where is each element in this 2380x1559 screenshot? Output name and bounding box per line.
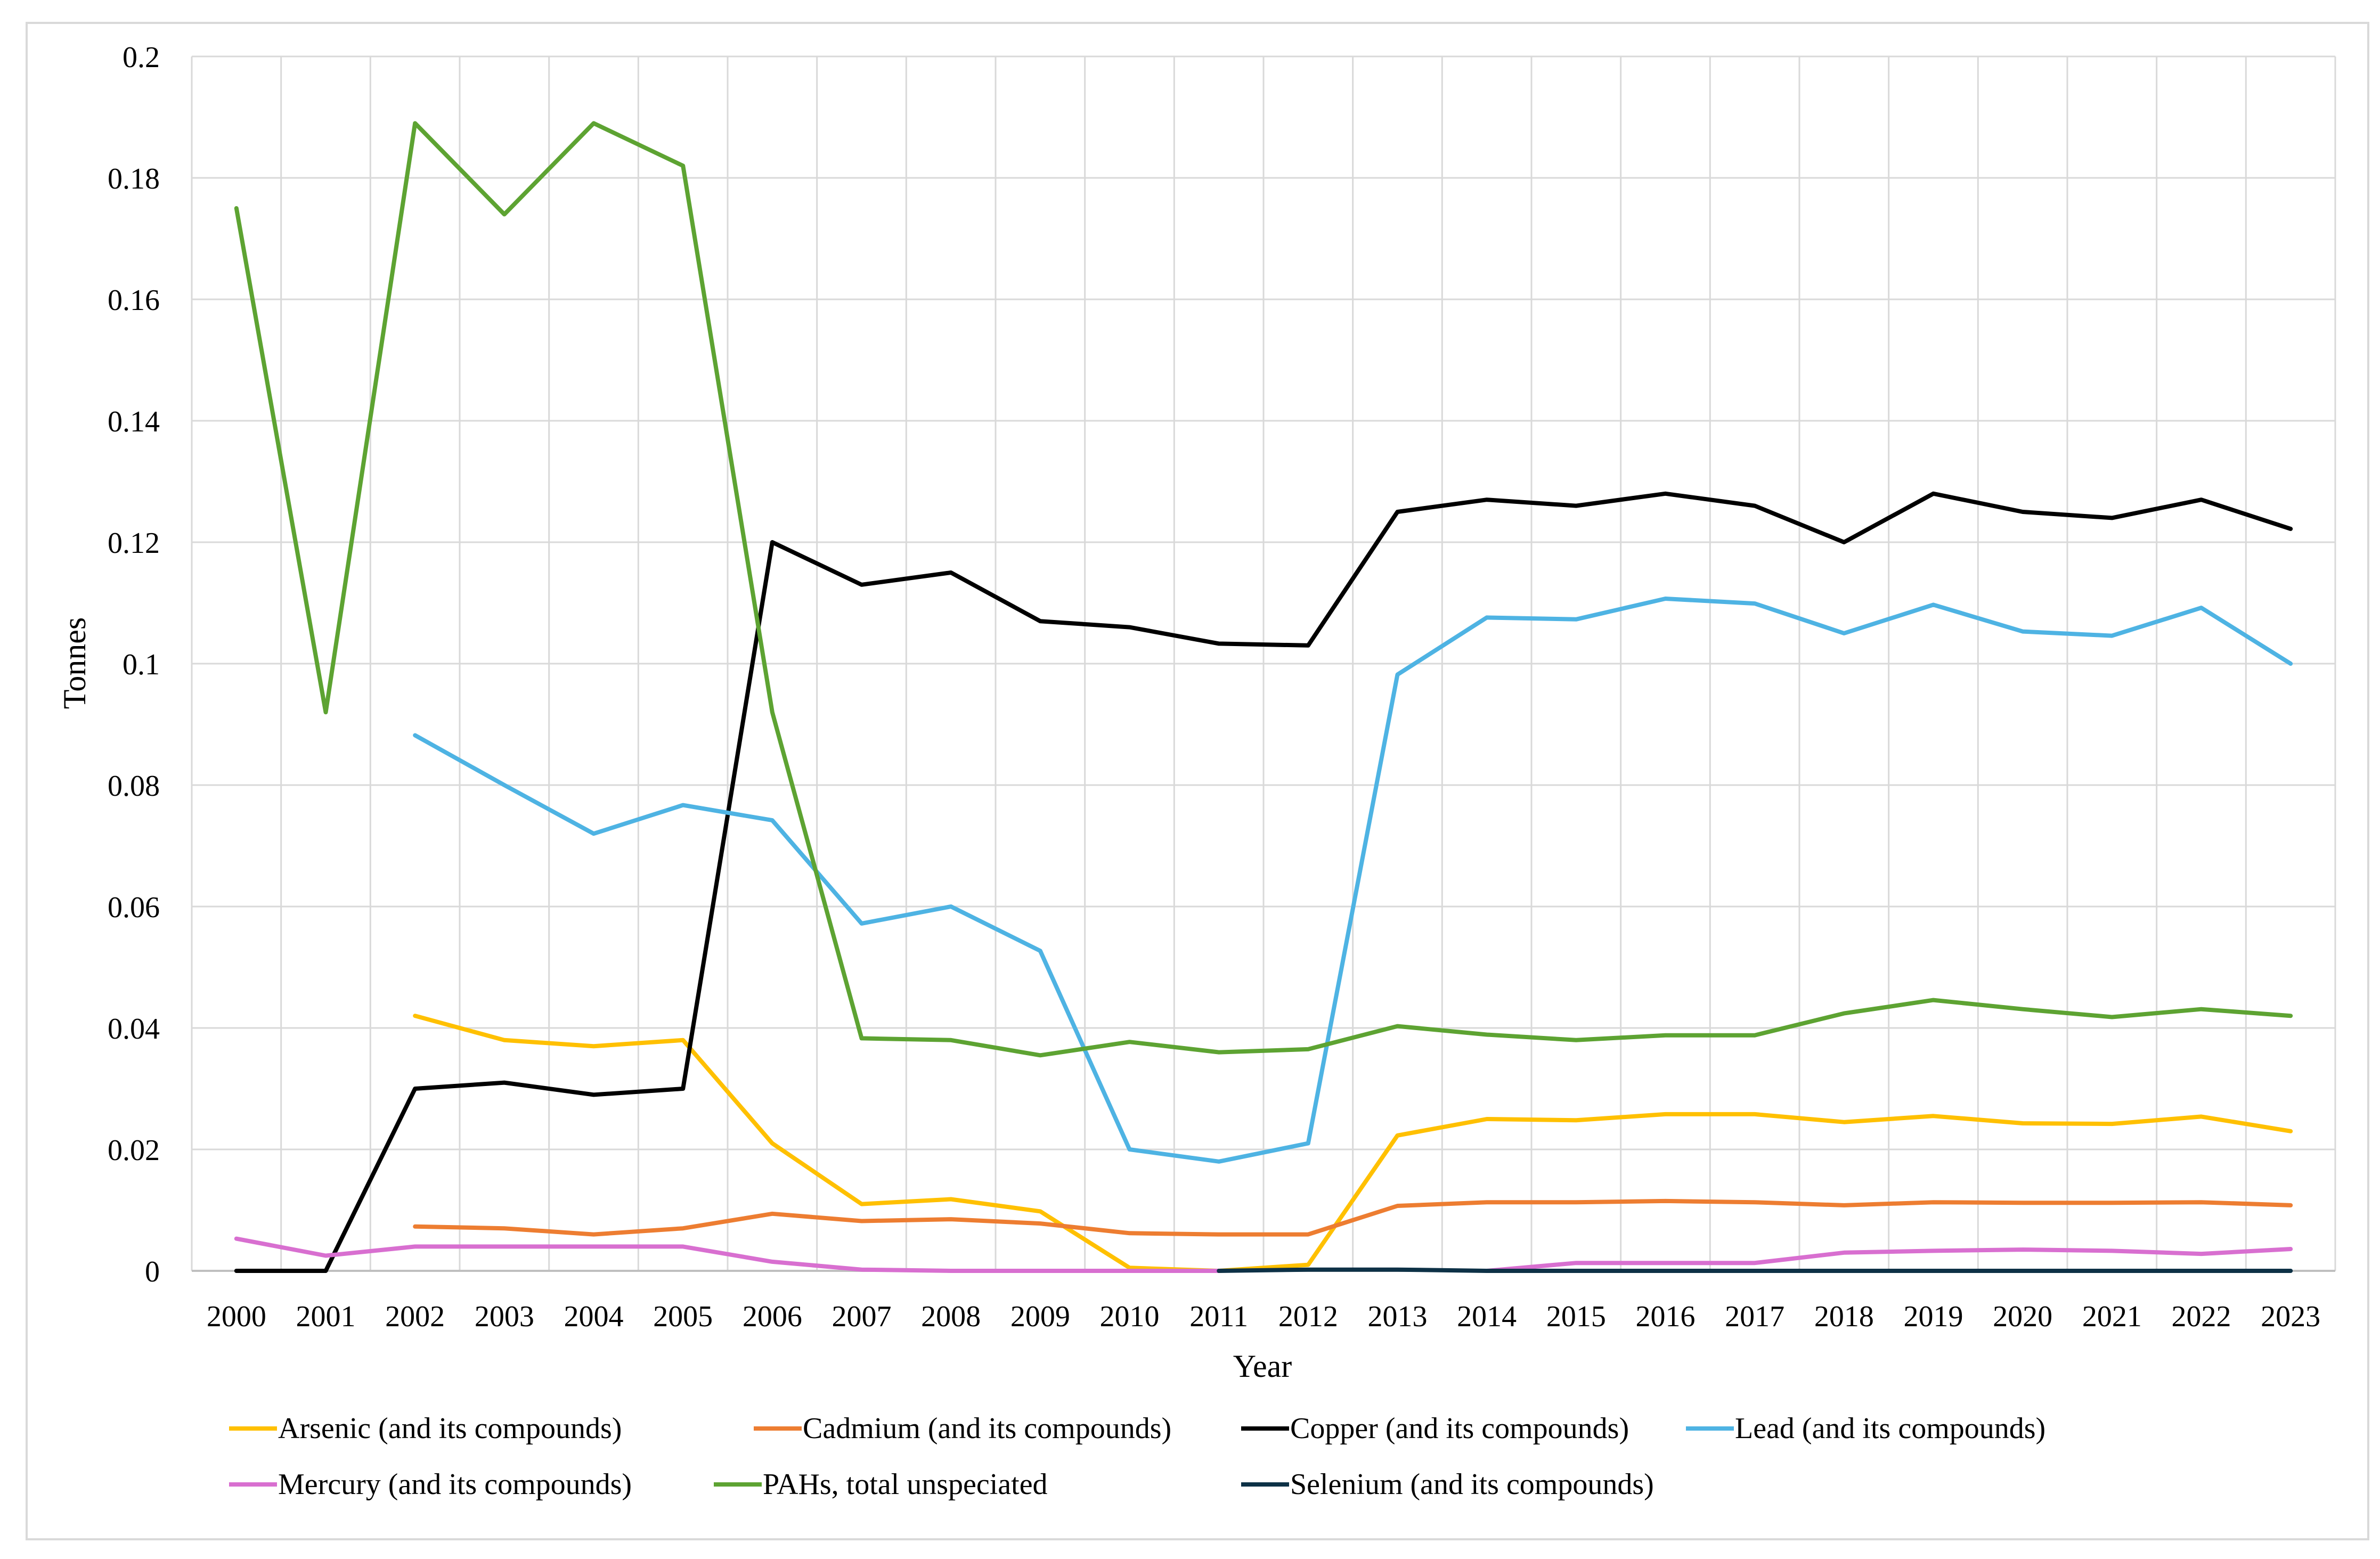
x-tick-label: 2017 [1725, 1300, 1784, 1333]
y-tick-label: 0.16 [108, 284, 160, 317]
legend-label-mercury: Mercury (and its compounds) [278, 1468, 632, 1501]
y-tick-label: 0.12 [108, 527, 160, 560]
x-tick-label: 2019 [1904, 1300, 1963, 1333]
x-tick-label: 2016 [1636, 1300, 1696, 1333]
x-tick-labels: 2000 2001 2002 2003 2004 2005 2006 2007 2008 2009… [207, 1300, 2320, 1333]
y-tick-labels: 0 0.02 0.04 0.06 0.08 0.1 0.12 0.14 0.16 0.18 0.2 [108, 41, 160, 1288]
x-tick-label: 2010 [1100, 1300, 1160, 1333]
series-line-lead [413, 597, 2293, 1164]
x-tick-label: 2009 [1010, 1300, 1070, 1333]
x-tick-label: 2015 [1546, 1300, 1606, 1333]
y-tick-label: 0.1 [123, 648, 160, 681]
series-line-selenium [1217, 1267, 2293, 1273]
x-tick-label: 2004 [564, 1300, 624, 1333]
series-line-pahs [234, 121, 2293, 1058]
x-tick-label: 2012 [1278, 1300, 1338, 1333]
legend-label-arsenic: Arsenic (and its compounds) [278, 1412, 622, 1445]
y-tick-label: 0.06 [108, 891, 160, 924]
legend-label-cadmium: Cadmium (and its compounds) [803, 1412, 1171, 1445]
x-tick-label: 2020 [1993, 1300, 2052, 1333]
x-tick-label: 2005 [653, 1300, 713, 1333]
legend-label-selenium: Selenium (and its compounds) [1290, 1468, 1654, 1501]
x-tick-label: 2007 [832, 1300, 892, 1333]
y-tick-label: 0.2 [123, 41, 160, 74]
x-axis-label: Year [1233, 1349, 1292, 1384]
series-line-mercury [1485, 1247, 2293, 1273]
x-tick-label: 2002 [385, 1300, 445, 1333]
x-tick-label: 2000 [207, 1300, 266, 1333]
y-tick-label: 0.14 [108, 405, 160, 438]
series-line-mercury [234, 1236, 1221, 1273]
x-tick-label: 2014 [1457, 1300, 1517, 1333]
series-line-copper [234, 491, 2293, 1273]
y-tick-label: 0.02 [108, 1134, 160, 1167]
x-tick-label: 2003 [475, 1300, 534, 1333]
x-tick-label: 2013 [1368, 1300, 1428, 1333]
x-tick-label: 2018 [1814, 1300, 1874, 1333]
legend-label-pahs: PAHs, total unspeciated [763, 1468, 1048, 1501]
y-axis-label: Tonnes [57, 617, 92, 709]
x-tick-label: 2023 [2261, 1300, 2320, 1333]
series-line-arsenic [413, 1014, 2293, 1273]
legend-label-copper: Copper (and its compounds) [1290, 1412, 1629, 1445]
y-tick-label: 0.04 [108, 1013, 160, 1046]
x-tick-label: 2006 [743, 1300, 802, 1333]
x-tick-label: 2001 [296, 1300, 356, 1333]
x-tick-label: 2021 [2082, 1300, 2142, 1333]
series-line-cadmium [413, 1198, 2293, 1237]
x-tick-label: 2008 [921, 1300, 981, 1333]
y-tick-label: 0.08 [108, 770, 160, 803]
y-tick-label: 0 [145, 1255, 160, 1288]
x-tick-label: 2022 [2172, 1300, 2231, 1333]
gridlines [191, 55, 2336, 1272]
y-tick-label: 0.18 [108, 162, 160, 195]
series-lines [234, 121, 2293, 1273]
x-tick-label: 2011 [1189, 1300, 1248, 1333]
legend-label-lead: Lead (and its compounds) [1735, 1412, 2045, 1445]
legend: Arsenic (and its compounds) Cadmium (and … [229, 1412, 2045, 1501]
